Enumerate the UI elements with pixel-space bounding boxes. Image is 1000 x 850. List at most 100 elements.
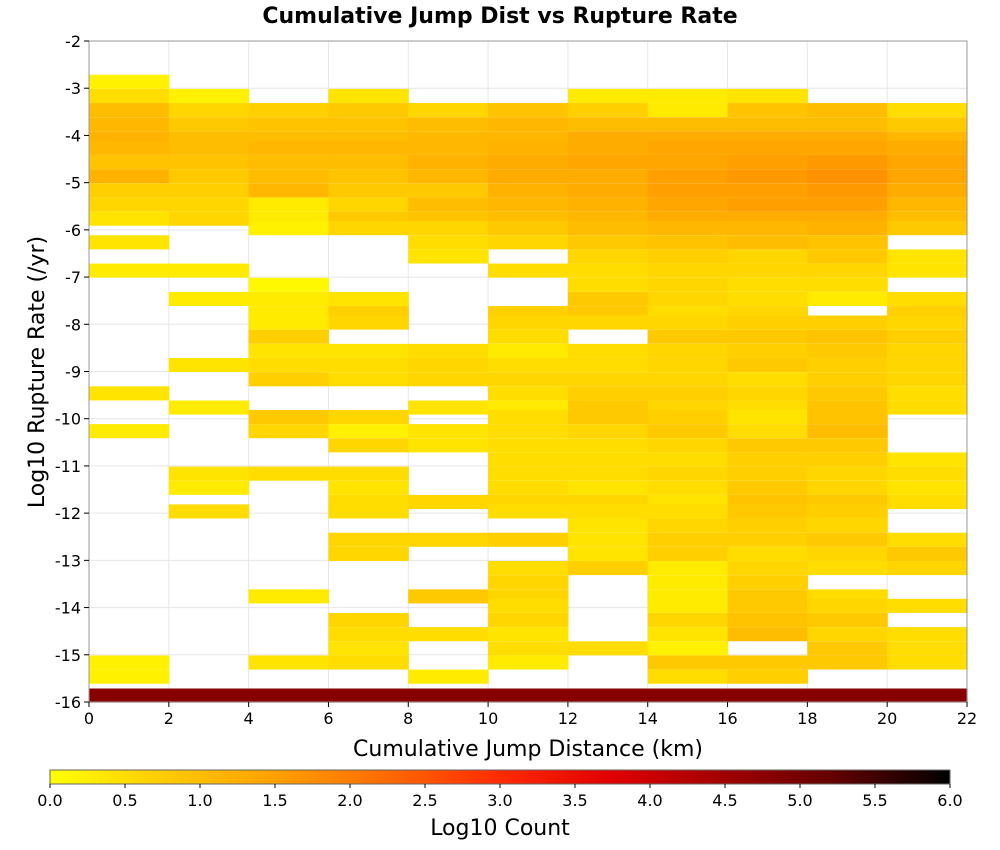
heatmap-cell bbox=[248, 221, 330, 236]
heatmap-cell bbox=[727, 169, 808, 184]
heatmap-cell bbox=[488, 575, 569, 590]
colorbar-ticks: 0.0 0.5 1.0 1.5 2.0 2.5 3.0 3.5 4.0 4.5 5.0 5.5 6.0 bbox=[37, 784, 963, 810]
heatmap-cell bbox=[328, 655, 409, 670]
heatmap-cell bbox=[328, 197, 409, 212]
heatmap-cell bbox=[647, 315, 729, 330]
heatmap-cell bbox=[488, 235, 569, 250]
heatmap-cell bbox=[567, 263, 649, 278]
heatmap-cell bbox=[89, 424, 170, 439]
y-axis-label: Log10 Rupture Rate (/yr) bbox=[25, 236, 50, 508]
colorbar-tick-label: 4.0 bbox=[637, 791, 662, 810]
heatmap-cell bbox=[807, 612, 888, 628]
heatmap-cell bbox=[488, 561, 569, 576]
x-tick-label: 10 bbox=[478, 709, 498, 728]
heatmap-cell bbox=[647, 612, 729, 628]
heatmap-cell bbox=[647, 263, 729, 278]
heatmap-cell bbox=[647, 598, 729, 613]
heatmap-cell bbox=[488, 358, 569, 373]
heatmap-cell bbox=[488, 504, 569, 519]
heatmap-cell bbox=[248, 315, 330, 330]
heatmap-cell bbox=[168, 140, 250, 155]
heatmap-cell bbox=[408, 117, 489, 132]
heatmap-cell bbox=[647, 688, 729, 703]
heatmap-cell bbox=[168, 466, 250, 481]
heatmap-cell bbox=[727, 612, 808, 628]
heatmap-cell bbox=[647, 183, 729, 198]
heatmap-cell bbox=[727, 249, 808, 264]
heatmap-cell bbox=[248, 589, 330, 604]
heatmap-cell bbox=[647, 249, 729, 264]
heatmap-cell bbox=[807, 655, 888, 670]
heatmap-cell bbox=[807, 561, 888, 576]
heatmap-cell bbox=[328, 627, 409, 642]
colorbar-tick-label: 5.0 bbox=[787, 791, 812, 810]
heatmap-cell bbox=[408, 589, 489, 604]
heatmap-cell bbox=[89, 211, 170, 226]
heatmap-cell bbox=[647, 669, 729, 684]
heatmap-cell bbox=[887, 546, 968, 561]
heatmap-cell bbox=[727, 183, 808, 198]
heatmap-cell bbox=[887, 140, 968, 155]
y-tick-label: -4 bbox=[65, 126, 81, 145]
heatmap-cell bbox=[887, 688, 968, 703]
heatmap-cell bbox=[887, 627, 968, 642]
heatmap-cell bbox=[807, 221, 888, 236]
heatmap-cell bbox=[647, 221, 729, 236]
colorbar-tick-label: 1.5 bbox=[262, 791, 287, 810]
heatmap-cell bbox=[887, 183, 968, 198]
heatmap-cell bbox=[408, 169, 489, 184]
heatmap-cell bbox=[567, 409, 649, 425]
heatmap-cell bbox=[248, 424, 330, 439]
heatmap-cell bbox=[248, 117, 330, 132]
heatmap-cell bbox=[567, 424, 649, 439]
heatmap-cell bbox=[727, 532, 808, 547]
heatmap-cell bbox=[488, 329, 569, 344]
x-axis-ticks: 0 2 4 6 8 10 12 14 16 18 20 22 bbox=[84, 702, 977, 728]
heatmap-cell bbox=[488, 315, 569, 330]
heatmap-cell bbox=[807, 235, 888, 250]
heatmap-cell bbox=[408, 343, 489, 358]
colorbar-tick-label: 5.5 bbox=[862, 791, 887, 810]
y-tick-label: -2 bbox=[65, 32, 81, 51]
heatmap-cell bbox=[647, 386, 729, 401]
heatmap-cell bbox=[408, 669, 489, 684]
heatmap-cell bbox=[887, 561, 968, 576]
heatmap-cell bbox=[887, 154, 968, 170]
y-axis-ticks: -2 -3 -4 -5 -6 -7 -8 -9 -10 -11 -12 -13 -14 -15 -16 bbox=[55, 32, 89, 712]
heatmap-cell bbox=[807, 291, 888, 306]
x-tick-label: 14 bbox=[638, 709, 658, 728]
y-tick-label: -11 bbox=[55, 457, 81, 476]
heatmap-cell bbox=[807, 329, 888, 344]
heatmap-cell bbox=[807, 358, 888, 373]
heatmap-cell bbox=[168, 197, 250, 212]
heatmap-cell bbox=[488, 183, 569, 198]
colorbar bbox=[49, 769, 951, 785]
colorbar-tick-label: 3.5 bbox=[562, 791, 587, 810]
heatmap-cell bbox=[647, 197, 729, 212]
heatmap-cell bbox=[647, 466, 729, 481]
heatmap-cell bbox=[168, 88, 250, 103]
heatmap-cell bbox=[727, 386, 808, 401]
heatmap-cell bbox=[89, 154, 170, 170]
heatmap-cell bbox=[727, 561, 808, 576]
heatmap-cell bbox=[727, 424, 808, 439]
heatmap-cell bbox=[567, 466, 649, 481]
heatmap-cell bbox=[647, 480, 729, 495]
heatmap-cell bbox=[647, 372, 729, 387]
heatmap-cell bbox=[887, 329, 968, 344]
heatmap-cell bbox=[727, 221, 808, 236]
heatmap-cell bbox=[488, 424, 569, 439]
y-tick-label: -5 bbox=[65, 174, 81, 193]
heatmap-cell bbox=[727, 504, 808, 519]
heatmap-cell bbox=[727, 315, 808, 330]
heatmap-cell bbox=[488, 452, 569, 467]
heatmap-cell bbox=[647, 546, 729, 561]
heatmap-cell bbox=[567, 452, 649, 467]
heatmap-cell bbox=[567, 140, 649, 155]
colorbar-label: Log10 Count bbox=[430, 816, 570, 841]
heatmap-cell bbox=[807, 627, 888, 642]
heatmap-cell bbox=[807, 480, 888, 495]
heatmap-cell bbox=[567, 358, 649, 373]
heatmap-cell bbox=[647, 103, 729, 118]
